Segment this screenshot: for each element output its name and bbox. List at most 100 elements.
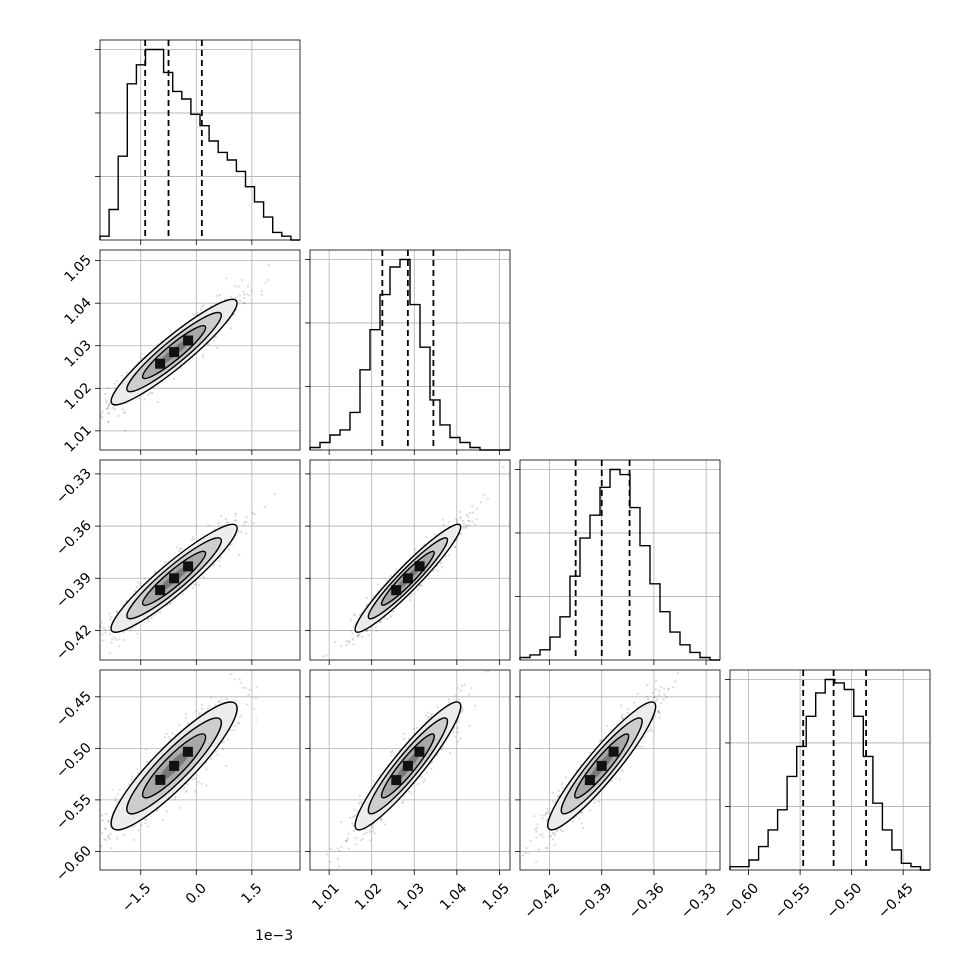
pair-panel-3-0: [99, 669, 301, 871]
sample-point: [365, 630, 368, 633]
sample-point: [571, 820, 575, 823]
sample-point: [325, 853, 328, 856]
sample-point: [227, 548, 230, 551]
sample-point: [457, 720, 460, 723]
sample-point: [157, 400, 160, 404]
sample-point: [107, 836, 110, 839]
sample-point: [359, 839, 362, 842]
sample-point: [646, 684, 649, 687]
sample-point: [352, 625, 355, 628]
sample-point: [459, 737, 462, 740]
sample-point: [243, 296, 246, 300]
sample-point: [541, 817, 544, 820]
sample-point: [426, 772, 429, 775]
sample-point: [199, 308, 202, 311]
sample-point: [225, 764, 228, 768]
sample-point: [103, 838, 106, 841]
density-peak: [155, 774, 166, 785]
sample-point: [348, 816, 352, 820]
sample-point: [243, 302, 246, 305]
panel-frame: [99, 459, 301, 661]
sample-point: [242, 523, 245, 527]
sample-point: [101, 633, 104, 636]
pair-panel-3-2: [517, 669, 721, 871]
sample-point: [116, 793, 119, 796]
sample-point: [222, 747, 225, 751]
sample-point: [251, 511, 254, 515]
sample-point: [459, 532, 462, 535]
sample-point: [267, 278, 270, 281]
sample-point: [454, 735, 457, 738]
sample-point: [358, 613, 361, 617]
sample-point: [636, 692, 640, 695]
density-peak: [402, 573, 413, 584]
sample-point: [237, 530, 240, 533]
sample-point: [345, 839, 348, 843]
sample-point: [125, 599, 128, 602]
sample-point: [110, 847, 113, 850]
sample-point: [107, 403, 110, 407]
density-peak: [414, 746, 425, 757]
sample-point: [192, 313, 195, 316]
sample-point: [194, 790, 197, 793]
contour-line: [354, 701, 462, 831]
sample-point: [462, 526, 465, 530]
sample-point: [96, 421, 98, 423]
pair-panel-2-0: [99, 459, 301, 661]
sample-point: [473, 523, 476, 526]
sample-point: [116, 610, 119, 614]
sample-point: [202, 576, 205, 579]
sample-point: [115, 610, 118, 613]
sample-point: [658, 689, 661, 692]
panel-frame: [729, 669, 931, 871]
sample-point: [234, 512, 237, 515]
sample-point: [202, 353, 205, 356]
sample-point: [92, 403, 94, 405]
sample-point: [545, 846, 549, 850]
sample-point: [365, 597, 368, 600]
sample-point: [245, 292, 248, 295]
sample-point: [93, 404, 95, 406]
sample-point: [186, 722, 190, 725]
sample-point: [143, 398, 146, 401]
sample-point: [108, 411, 111, 414]
sample-point: [165, 810, 168, 813]
sample-point: [122, 630, 125, 634]
density-peak: [183, 561, 194, 572]
sample-point: [163, 736, 166, 739]
sample-point: [439, 561, 442, 564]
sample-point: [346, 837, 349, 840]
histogram-step-0: [99, 48, 300, 241]
sample-point: [469, 511, 472, 514]
sample-point: [517, 857, 519, 859]
sample-point: [581, 812, 584, 815]
histogram-step-1: [309, 258, 510, 451]
sample-point: [407, 790, 410, 794]
sample-point: [395, 568, 398, 571]
contour-line: [126, 537, 223, 620]
sample-point: [493, 664, 495, 666]
sample-point: [460, 707, 464, 710]
contour-line: [354, 523, 462, 633]
sample-point: [234, 515, 237, 518]
sample-point: [502, 466, 505, 469]
sample-point: [416, 782, 420, 786]
sample-point: [193, 583, 196, 586]
sample-point: [143, 818, 146, 821]
sample-point: [345, 640, 348, 643]
sample-point: [233, 519, 236, 522]
sample-point: [194, 583, 197, 586]
sample-point: [465, 525, 468, 529]
sample-point: [448, 752, 452, 755]
sample-point: [470, 687, 473, 690]
sample-point: [378, 774, 381, 777]
pair-panel-1-0: [92, 249, 301, 451]
sample-point: [484, 670, 487, 673]
sample-point: [467, 519, 470, 522]
sample-point: [145, 818, 148, 821]
panel-frame: [309, 669, 511, 871]
sample-point: [410, 593, 413, 596]
sample-point: [159, 611, 162, 614]
sample-point: [651, 729, 654, 733]
sample-point: [107, 412, 110, 415]
